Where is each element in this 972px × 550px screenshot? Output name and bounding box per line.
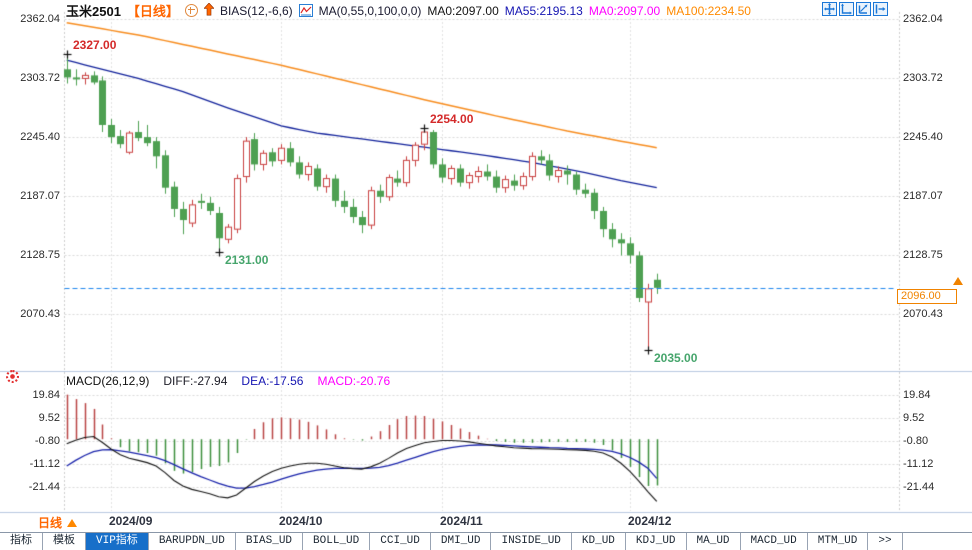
price-annotation: 2035.00 [654,351,698,365]
macd-axis-label: 9.52 [38,412,60,424]
tab-item[interactable]: INSIDE_UD [491,533,572,550]
price-axis-label: 2362.04 [20,13,60,25]
symbol-name: 玉米2501 [66,4,121,19]
tab-item[interactable]: MACD_UD [741,533,808,550]
period-badge: 【日线】 [126,4,179,19]
price-axis-label: 2128.75 [20,249,60,261]
period-label: 日线 [38,516,63,530]
price-axis-label: 2187.07 [903,190,943,202]
macd-axis-label: -0.80 [903,435,929,447]
ma0-value-2: MA0:2097.00 [588,3,661,18]
last-price-tag: 2096.00 [897,289,957,304]
ma100-value: MA100:2234.50 [666,3,751,18]
macd-axis-label: -11.12 [29,458,60,470]
measure-tool-icon[interactable] [856,2,871,16]
tab-item[interactable]: 模板 [43,533,86,550]
ma0-value: MA0:2097.00 [427,3,499,18]
macd-header: MACD(26,12,9) DIFF:-27.94 DEA:-17.56 MAC… [66,374,390,388]
chart-header: 玉米2501 【日线】 BIAS(12,-6,6) MA(0,55,0,100,… [66,1,751,20]
tab-item[interactable]: 指标 [0,533,43,550]
tab-item[interactable]: KD_UD [572,533,626,550]
macd-axis-label: 9.52 [903,412,925,424]
indicator-settings-sun-icon[interactable] [6,370,19,383]
triangle-up-icon [67,518,78,527]
price-axis-label: 2303.72 [903,72,943,84]
macd-axis-label: -21.44 [28,481,60,493]
price-axis-label: 2303.72 [20,72,60,84]
move-tool-icon[interactable] [822,2,837,16]
indicator-tab-bar: 指标 模板 VIP指标 BARUPDN_UD BIAS_UD BOLL_UD CCI_UD D… [0,532,972,550]
price-axis-label: 2128.75 [903,249,943,261]
price-annotation: 2131.00 [225,253,269,267]
price-axis-label: 2362.04 [903,13,943,25]
macd-axis-label: -0.80 [34,435,60,447]
price-annotation: 2254.00 [430,112,474,126]
ma-params-label[interactable]: MA(0,55,0,100,0,0) [318,3,422,18]
month-label: 2024/12 [628,514,672,528]
page-forward-icon[interactable] [873,2,888,16]
month-label: 2024/10 [279,514,323,528]
price-axis-label: 2245.40 [20,131,60,143]
price-axis-label: 2070.43 [903,308,943,320]
tab-item[interactable]: >> [868,533,903,550]
tab-item[interactable]: KDJ_UD [626,533,687,550]
mini-chart-icon [298,4,313,17]
tab-item[interactable]: MA_UD [687,533,741,550]
period-selector[interactable]: 日线 [38,514,78,531]
tab-item[interactable]: BIAS_UD [236,533,304,550]
month-label: 2024/11 [440,514,483,528]
macd-diff-value: DIFF:-27.94 [163,374,228,388]
macd-macd-value: MACD:-20.76 [317,374,391,388]
macd-axis-label: -21.44 [903,481,935,493]
price-up-marker-icon [953,277,963,285]
region-stat-tool-icon[interactable] [839,2,854,16]
up-arrow-icon [203,2,215,19]
macd-axis-label: 19.84 [32,389,60,401]
bias-indicator-label[interactable]: BIAS(12,-6,6) [219,3,293,18]
circle-plus-icon[interactable] [184,4,198,17]
macd-dea-value: DEA:-17.56 [241,374,304,388]
macd-title[interactable]: MACD(26,12,9) [66,374,150,388]
tab-item[interactable]: BARUPDN_UD [149,533,236,550]
tab-item[interactable]: DMI_UD [431,533,492,550]
chart-toolbar [822,2,888,16]
tab-item[interactable]: CCI_UD [370,533,431,550]
tab-item[interactable]: BOLL_UD [303,533,371,550]
price-axis-label: 2070.43 [20,308,60,320]
price-axis-label: 2245.40 [903,131,943,143]
month-label: 2024/09 [109,514,153,528]
tab-item[interactable]: VIP指标 [86,533,149,550]
macd-axis-label: 19.84 [903,389,931,401]
price-annotation: 2327.00 [73,38,117,52]
macd-axis-label: -11.12 [903,458,934,470]
tab-item[interactable]: MTM_UD [808,533,869,550]
ma55-value: MA55:2195.13 [504,3,583,18]
price-axis-label: 2187.07 [20,190,60,202]
